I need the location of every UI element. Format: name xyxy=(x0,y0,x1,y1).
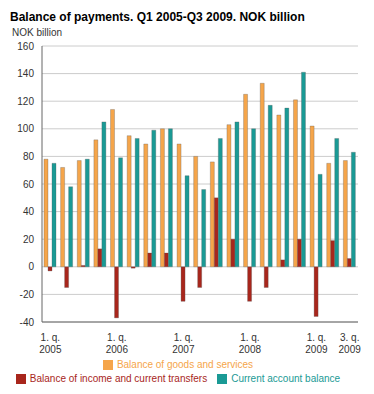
svg-text:40: 40 xyxy=(23,206,35,217)
html-text:Balance of goods and services: Balance of goods and services xyxy=(116,359,254,370)
svg-text:-20: -20 xyxy=(20,289,35,300)
svg-text:80: 80 xyxy=(23,151,35,162)
html-text:Current account balance: Current account balance xyxy=(231,373,341,384)
svg-text:1. q.2008: 1. q.2008 xyxy=(239,332,262,355)
html-text:NOK billion: NOK billion xyxy=(12,27,62,38)
svg-text:1. q.2006: 1. q.2006 xyxy=(106,332,129,355)
svg-text:100: 100 xyxy=(17,123,34,134)
html-text:Balance of payments. Q1 2005-Q: Balance of payments. Q1 2005-Q3 2009. NO… xyxy=(10,10,305,24)
html-text:Balance of income and current: Balance of income and current transfers xyxy=(29,373,208,384)
svg-text:160: 160 xyxy=(17,41,34,52)
svg-text:60: 60 xyxy=(23,179,35,190)
svg-text:20: 20 xyxy=(23,234,35,245)
svg-text:120: 120 xyxy=(17,96,34,107)
svg-text:1. q.2005: 1. q.2005 xyxy=(39,332,62,355)
svg-text:-40: -40 xyxy=(20,317,35,328)
svg-text:140: 140 xyxy=(17,68,34,79)
svg-text:3. q.2009: 3. q.2009 xyxy=(339,332,362,355)
svg-text:1. q.2009: 1. q.2009 xyxy=(305,332,328,355)
svg-text:0: 0 xyxy=(28,261,34,272)
svg-text:1. q.2007: 1. q.2007 xyxy=(172,332,195,355)
